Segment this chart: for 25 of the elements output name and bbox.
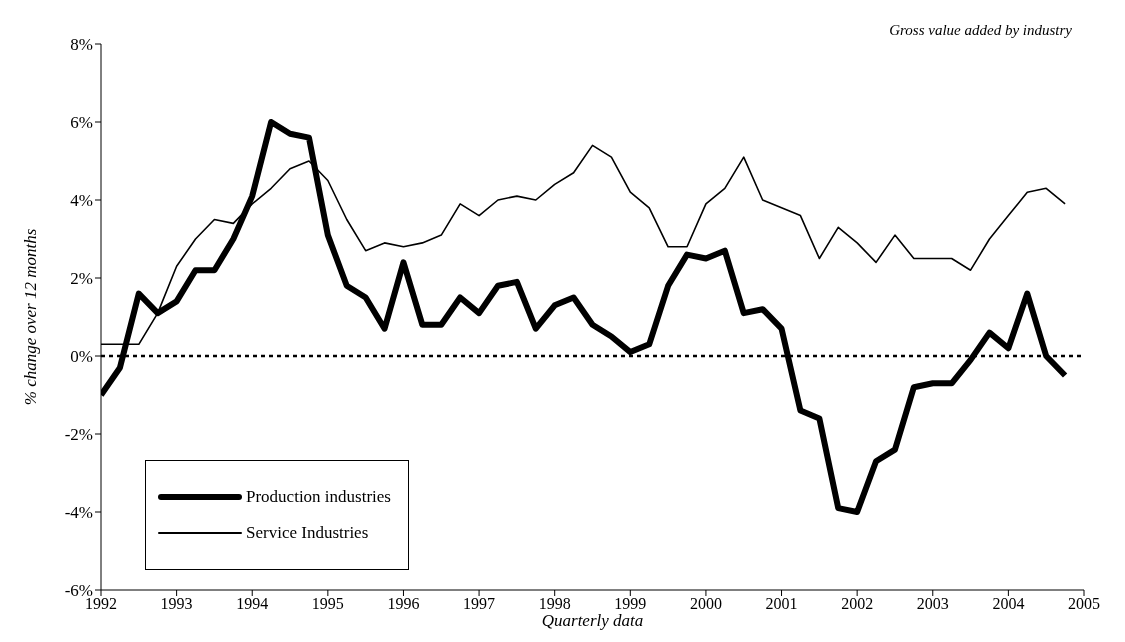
x-tick-label: 2000 bbox=[689, 595, 722, 613]
y-tick-label: -4% bbox=[64, 503, 93, 523]
x-tick-label: 2005 bbox=[1068, 595, 1100, 613]
x-tick-label: 1998 bbox=[538, 595, 571, 613]
legend-label: Service Industries bbox=[246, 523, 369, 543]
x-tick-label: 2004 bbox=[992, 595, 1025, 613]
y-tick-label: 8% bbox=[70, 35, 93, 55]
y-tick-label: -2% bbox=[64, 425, 93, 445]
x-tick-label: 2002 bbox=[841, 595, 874, 613]
legend-label: Production industries bbox=[246, 487, 391, 507]
x-tick-label: 1999 bbox=[614, 595, 647, 613]
x-tick-label: 2001 bbox=[765, 595, 798, 613]
x-tick-label: 1993 bbox=[160, 595, 193, 613]
x-tick-label: 1994 bbox=[236, 595, 269, 613]
x-tick-label: 1996 bbox=[387, 595, 420, 613]
y-tick-label: 6% bbox=[70, 113, 93, 133]
x-tick-label: 1995 bbox=[311, 595, 344, 613]
x-axis-title: Quarterly data bbox=[541, 611, 644, 630]
x-tick-label: 1997 bbox=[463, 595, 496, 613]
text: Gross value added by industry bbox=[889, 22, 1072, 39]
y-tick-label: 4% bbox=[70, 191, 93, 211]
y-axis-title: % change over 12 months bbox=[21, 228, 41, 406]
y-tick-label: 0% bbox=[70, 347, 93, 367]
x-tick-label: 2003 bbox=[916, 595, 949, 613]
y-tick-label: 2% bbox=[70, 269, 93, 289]
